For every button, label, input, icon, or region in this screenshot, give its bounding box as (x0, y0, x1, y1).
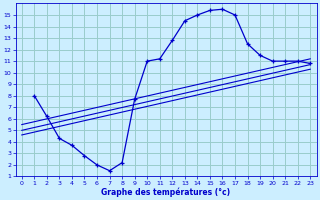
X-axis label: Graphe des températures (°c): Graphe des températures (°c) (101, 187, 231, 197)
